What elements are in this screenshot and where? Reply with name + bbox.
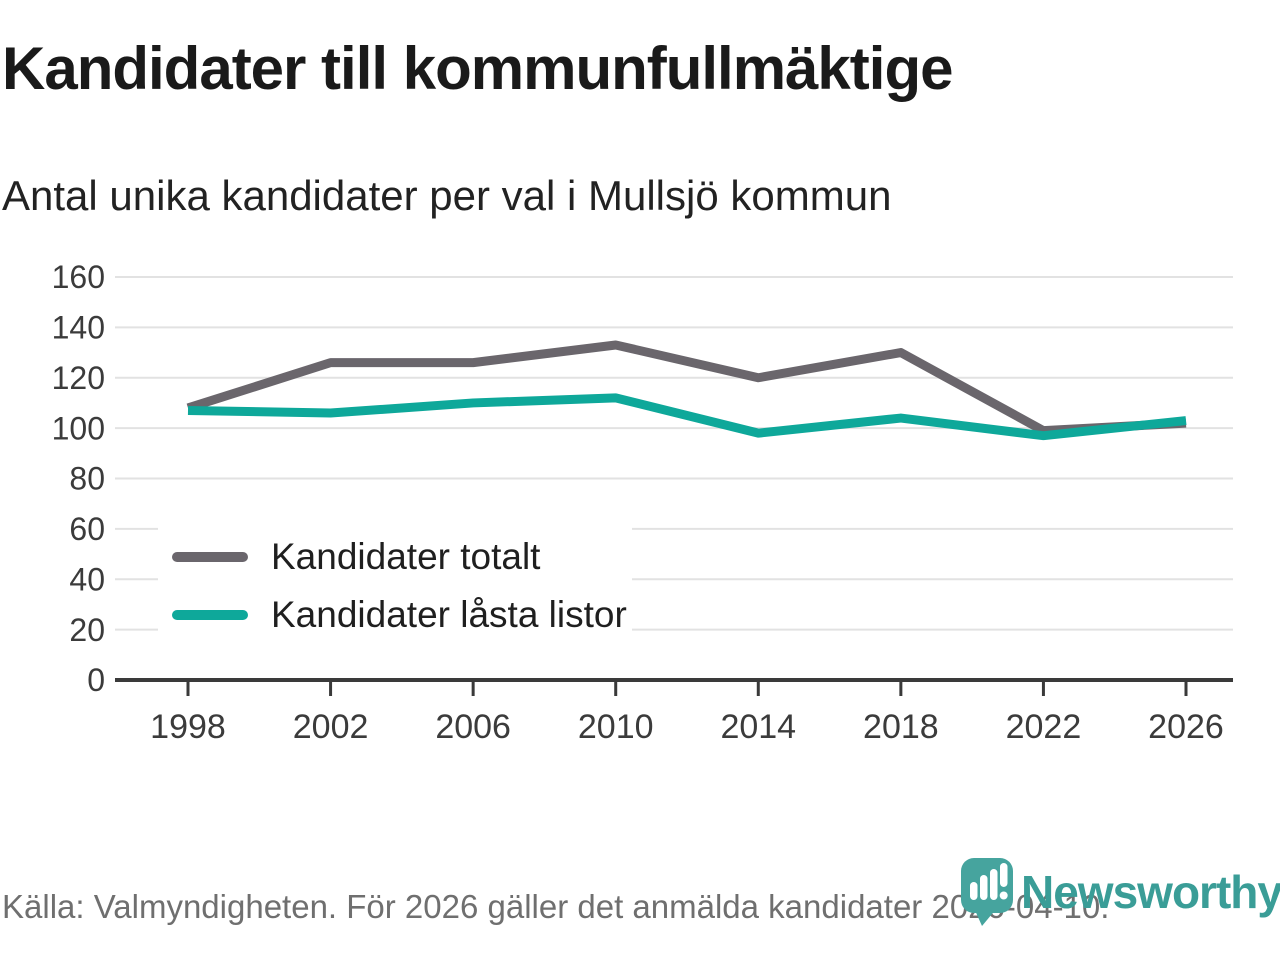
x-tick-label-2026: 2026 (1148, 708, 1224, 746)
y-tick-label-140: 140 (52, 310, 105, 346)
y-tick-label-60: 60 (69, 511, 105, 547)
chart-subtitle: Antal unika kandidater per val i Mullsjö… (2, 172, 892, 219)
y-tick-label-0: 0 (87, 662, 105, 698)
y-tick-label-20: 20 (69, 612, 105, 648)
legend-swatch-locked-line (172, 610, 248, 620)
y-tick-label-160: 160 (52, 259, 105, 295)
chart-title: Kandidater till kommunfullmäktige (2, 35, 953, 102)
source-note: Källa: Valmyndigheten. För 2026 gäller d… (2, 888, 1110, 925)
x-tick-label-2018: 2018 (863, 708, 939, 746)
bar-chart-glyph (970, 863, 1008, 900)
newsworthy-pin-barchart-icon (961, 858, 1013, 926)
x-tick-label-2010: 2010 (578, 708, 654, 746)
newsworthy-wordmark: Newsworthy (1021, 866, 1280, 918)
y-tick-label-100: 100 (52, 410, 105, 446)
x-tick-label-2002: 2002 (293, 708, 369, 746)
x-tick-label-2014: 2014 (720, 708, 796, 746)
y-tick-label-80: 80 (69, 461, 105, 497)
newsworthy-logo: Newsworthy (961, 858, 1280, 927)
series-line-1 (187, 393, 1187, 441)
legend-item-total: Kandidater totalt (158, 528, 632, 586)
y-tick-label-120: 120 (52, 360, 105, 396)
y-tick-label-40: 40 (69, 561, 105, 597)
x-tick-label-2022: 2022 (1006, 708, 1082, 746)
x-tick-label-1998: 1998 (150, 708, 226, 746)
x-tick-label-2006: 2006 (435, 708, 511, 746)
legend-item-locked-lists: Kandidater låsta listor (158, 586, 632, 644)
legend-label-locked: Kandidater låsta listor (271, 594, 627, 635)
legend-swatch-total-line (172, 552, 248, 562)
legend-label-total: Kandidater totalt (271, 536, 541, 577)
chart-legend: Kandidater totalt Kandidater låsta listo… (158, 518, 632, 654)
series-line-0 (186, 340, 1187, 436)
